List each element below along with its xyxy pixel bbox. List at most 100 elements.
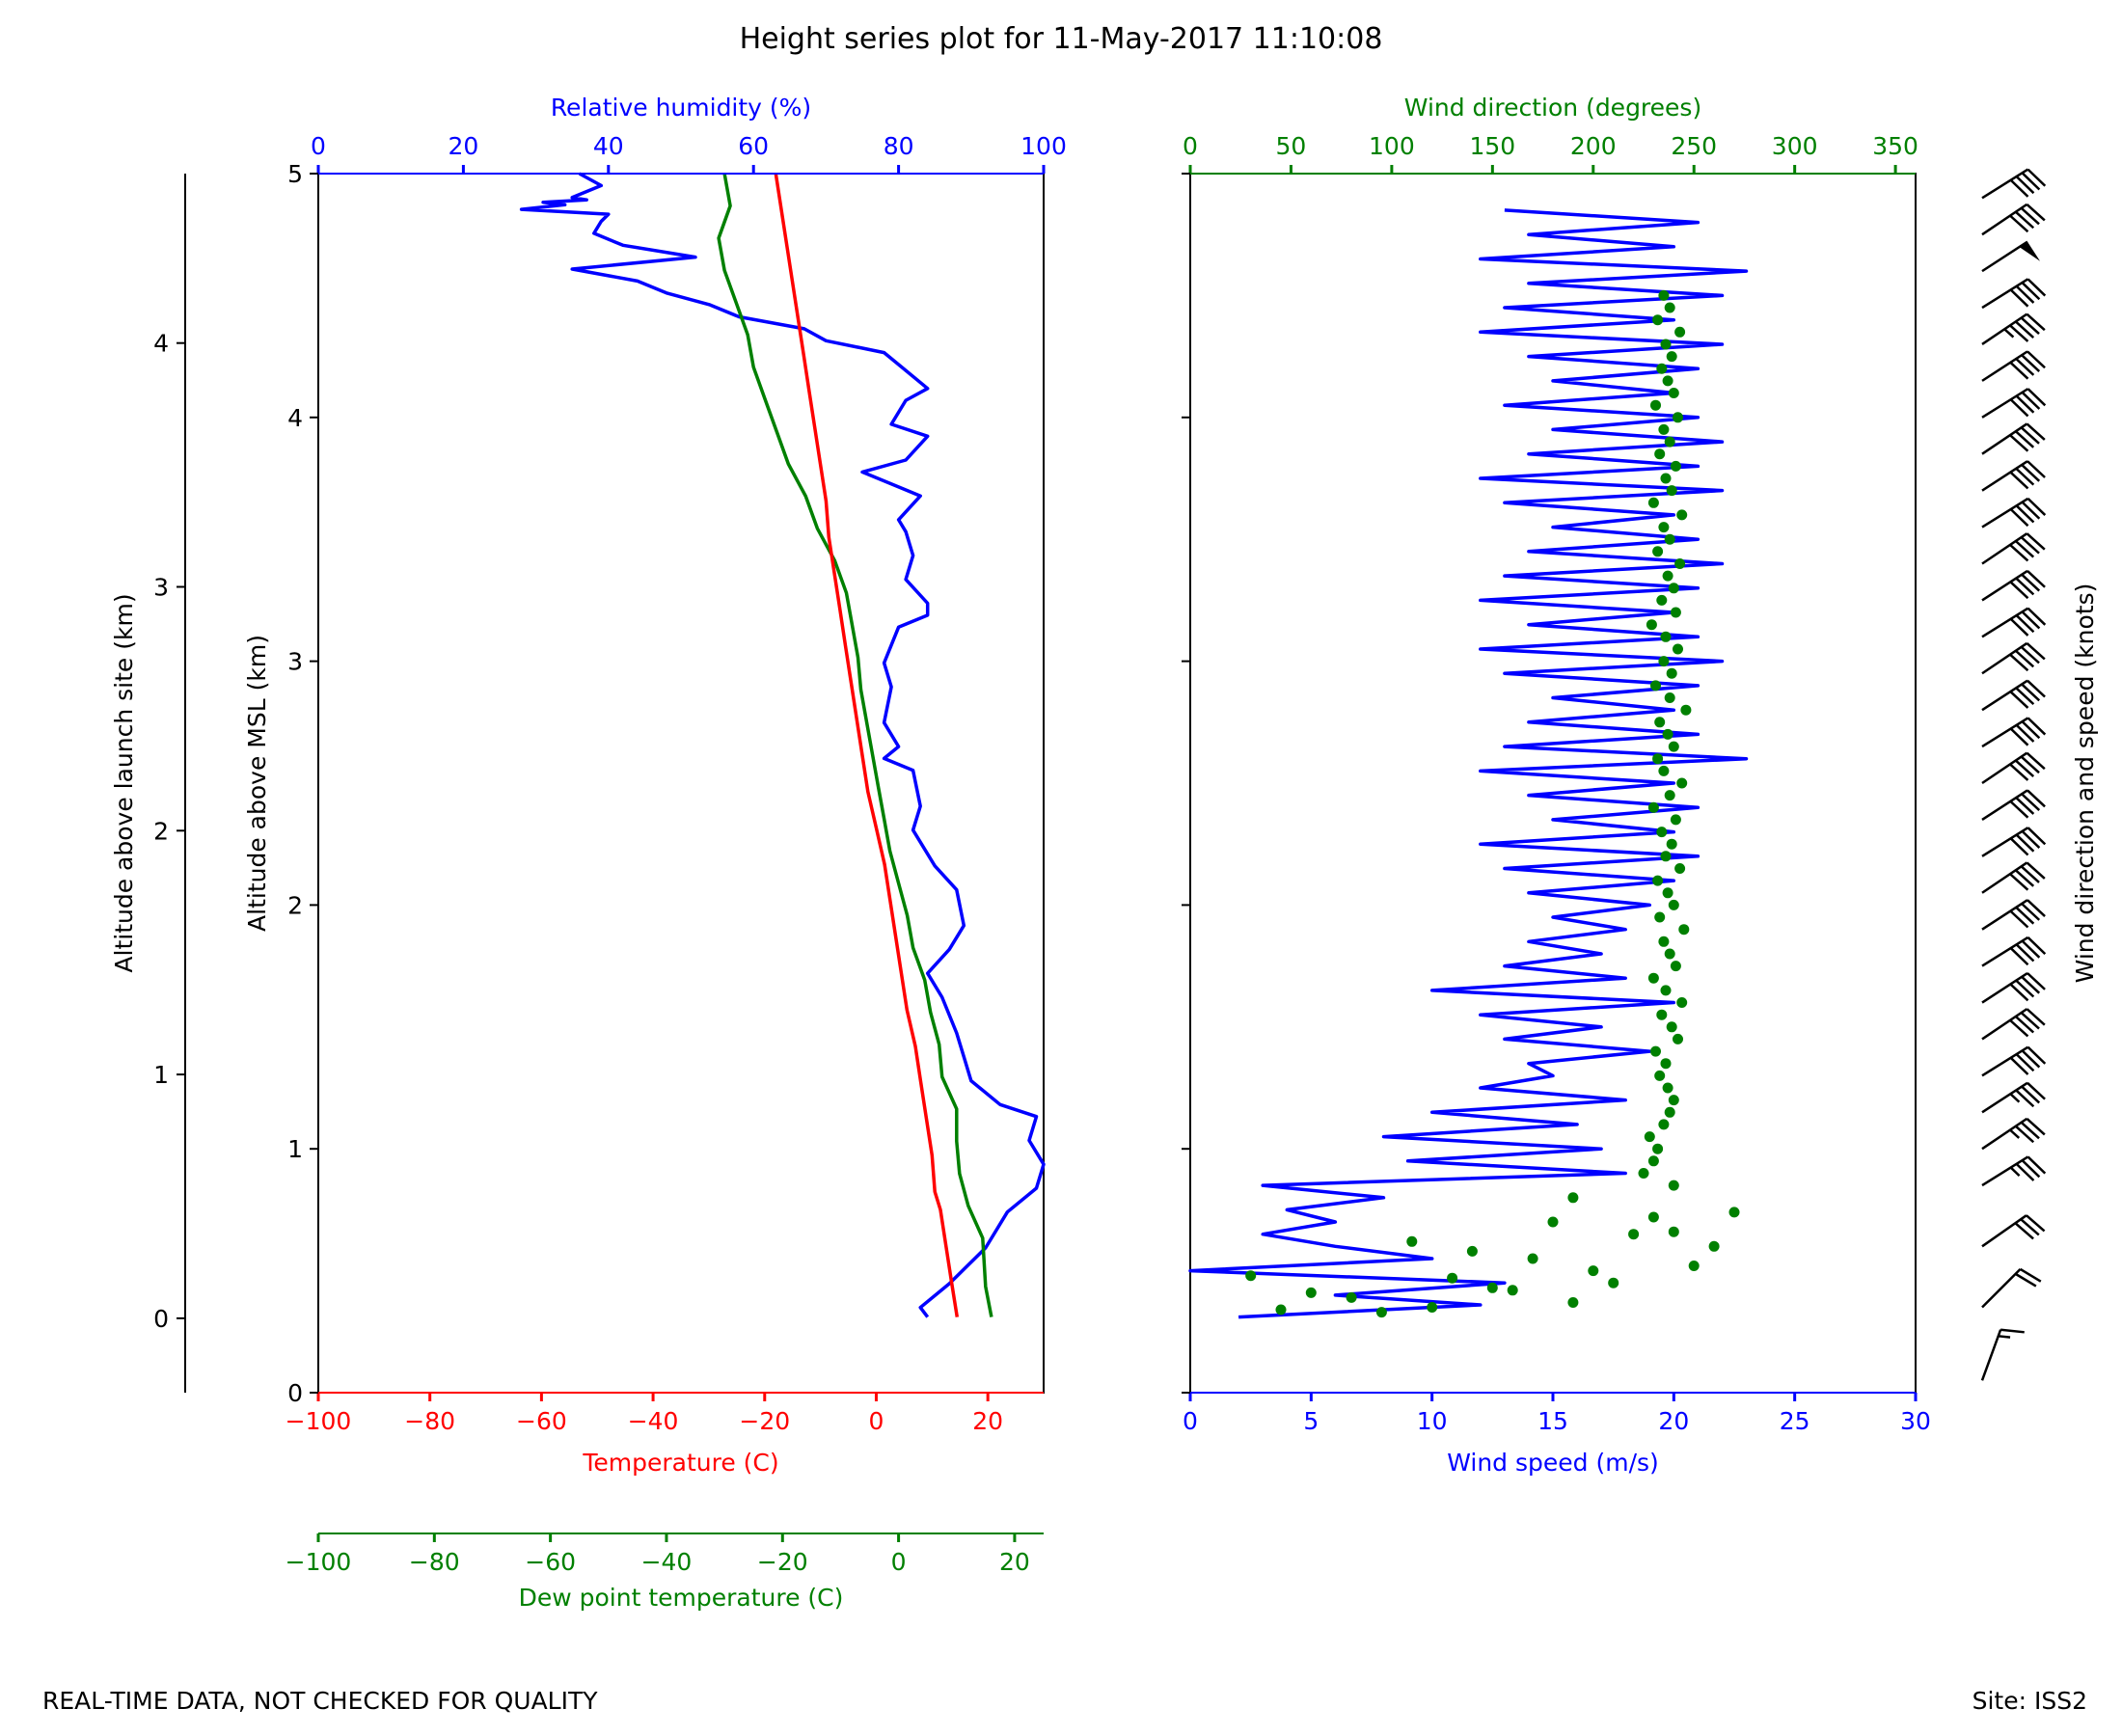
wind-barb (1981, 717, 2047, 748)
temperature-axis-tick-label: −60 (516, 1407, 567, 1435)
wind-direction-point (1668, 388, 1679, 398)
wind-direction-point (1650, 1045, 1661, 1057)
wind-direction-point (1666, 838, 1677, 850)
wind-direction-point (1680, 704, 1692, 716)
humidity-axis-tick-label: 0 (311, 132, 326, 160)
wind-direction-point (1660, 631, 1672, 642)
wind-direction-point (1658, 1119, 1670, 1130)
wind-barb (1980, 1328, 2025, 1381)
wind-direction-point (1666, 1021, 1677, 1033)
wind-direction-point (1676, 509, 1688, 521)
wind-direction-point (1658, 522, 1670, 533)
wind-series-layer (1188, 208, 1749, 1319)
wind-barb (1981, 240, 2041, 273)
wind-direction-point (1656, 363, 1668, 374)
wind-direction-axis-tick-label: 0 (1183, 132, 1198, 160)
wind-direction-point (1646, 619, 1657, 631)
wind-direction-point (1666, 667, 1677, 679)
wind-direction-point (1668, 1180, 1679, 1191)
wind-direction-point (1664, 692, 1675, 703)
wind-direction-axis-tick-label: 100 (1369, 132, 1415, 160)
wind-direction-point (1486, 1282, 1498, 1293)
thermo-panel: −100 −80 −60 −40 −20 0 20−100 −80 −60 −40 −20 0 200 2… (110, 94, 1067, 1612)
site-label: Site: ISS2 (1972, 1687, 2087, 1715)
wind-barb (1981, 1045, 2047, 1077)
xlabel-temperature: Temperature (C) (582, 1449, 778, 1477)
wind-direction-point (1652, 314, 1664, 326)
wind-direction-point (1658, 289, 1670, 301)
humidity-line (519, 172, 1046, 1318)
wind-direction-point (1668, 1095, 1679, 1106)
wind-direction-point (1668, 741, 1679, 752)
wind-direction-point (1668, 899, 1679, 910)
wind-direction-point (1658, 936, 1670, 947)
wind-direction-point (1647, 801, 1659, 813)
wind-direction-axis-tick-label: 300 (1772, 132, 1818, 160)
wind-barb (1981, 532, 2046, 565)
wind-direction-point (1676, 997, 1688, 1008)
wind-direction-axis-tick-label: 350 (1872, 132, 1918, 160)
wind-direction-point (1664, 533, 1675, 545)
msl-tick-label: 3 (287, 648, 303, 676)
wind-direction-point (1507, 1285, 1518, 1296)
wind-direction-point (1527, 1253, 1538, 1264)
wind-direction-point (1666, 485, 1677, 497)
wind-barb (1981, 789, 2046, 821)
wind-direction-point (1674, 326, 1686, 338)
wind-direction-point (1346, 1291, 1357, 1303)
wind-direction-point (1670, 607, 1681, 618)
xlabel-wind-speed: Wind speed (m/s) (1447, 1449, 1659, 1477)
chart-title: Height series plot for 11-May-2017 11:10… (740, 22, 1383, 56)
wind-barbs-layer (1980, 168, 2047, 1381)
dewpoint-axis-tick-label: −100 (286, 1548, 352, 1576)
wind-direction-point (1660, 339, 1672, 350)
ylabel-msl: Altitude above MSL (km) (243, 635, 271, 932)
wind-speed-axis-tick-label: 20 (1658, 1407, 1689, 1435)
wind-direction-point (1670, 961, 1681, 972)
wind-direction-point (1652, 546, 1664, 557)
wind-barb (1981, 312, 2046, 345)
wind-speed-axis-tick-label: 10 (1417, 1407, 1448, 1435)
humidity-axis-tick-label: 40 (593, 132, 624, 160)
humidity-axis-tick-label: 20 (448, 132, 478, 160)
wind-barb (1981, 641, 2046, 675)
wind-direction-point (1658, 656, 1670, 667)
wind-direction-point (1674, 558, 1686, 569)
wind-barb (1981, 861, 2046, 894)
thermo-axes-layer: −100 −80 −60 −40 −20 0 20−100 −80 −60 −40 −20 0 200 2… (153, 132, 1067, 1576)
temperature-axis-tick-label: −100 (286, 1407, 352, 1435)
thermo-plot-frame (317, 173, 1045, 1394)
wind-direction-axis-tick-label: 200 (1570, 132, 1617, 160)
temperature-line (774, 173, 960, 1317)
wind-direction-point (1647, 1155, 1659, 1167)
wind-direction-point (1406, 1235, 1418, 1247)
xlabel-humidity: Relative humidity (%) (551, 94, 811, 122)
wind-direction-point (1638, 1168, 1649, 1179)
wind-direction-point (1647, 972, 1659, 984)
wind-direction-axis-tick-label: 150 (1469, 132, 1515, 160)
wind-barb (1981, 679, 2046, 712)
wind-direction-point (1662, 375, 1673, 387)
msl-tick-label: 1 (287, 1135, 303, 1163)
wind-direction-point (1660, 985, 1672, 996)
wind-barb (1981, 203, 2046, 236)
wind-direction-point (1656, 594, 1668, 606)
wind-direction-point (1427, 1302, 1438, 1313)
wind-speed-axis-tick-label: 5 (1303, 1407, 1319, 1435)
launch-tick-label: 4 (153, 330, 169, 358)
humidity-axis-tick-label: 60 (738, 132, 769, 160)
wind-barb (1981, 388, 2047, 419)
wind-direction-point (1652, 753, 1664, 765)
wind-direction-point (1275, 1304, 1287, 1316)
wind-direction-point (1647, 1211, 1659, 1223)
wind-direction-point (1660, 851, 1672, 862)
wind-direction-point (1660, 473, 1672, 484)
dewpoint-axis-tick-label: −40 (641, 1548, 693, 1576)
wind-barb (1981, 899, 2046, 931)
wind-speed-axis-tick-label: 0 (1183, 1407, 1198, 1435)
msl-tick-label: 5 (287, 160, 303, 188)
wind-barb (1981, 1008, 2046, 1041)
wind-direction-point (1658, 423, 1670, 435)
wind-direction-point (1652, 1143, 1664, 1154)
